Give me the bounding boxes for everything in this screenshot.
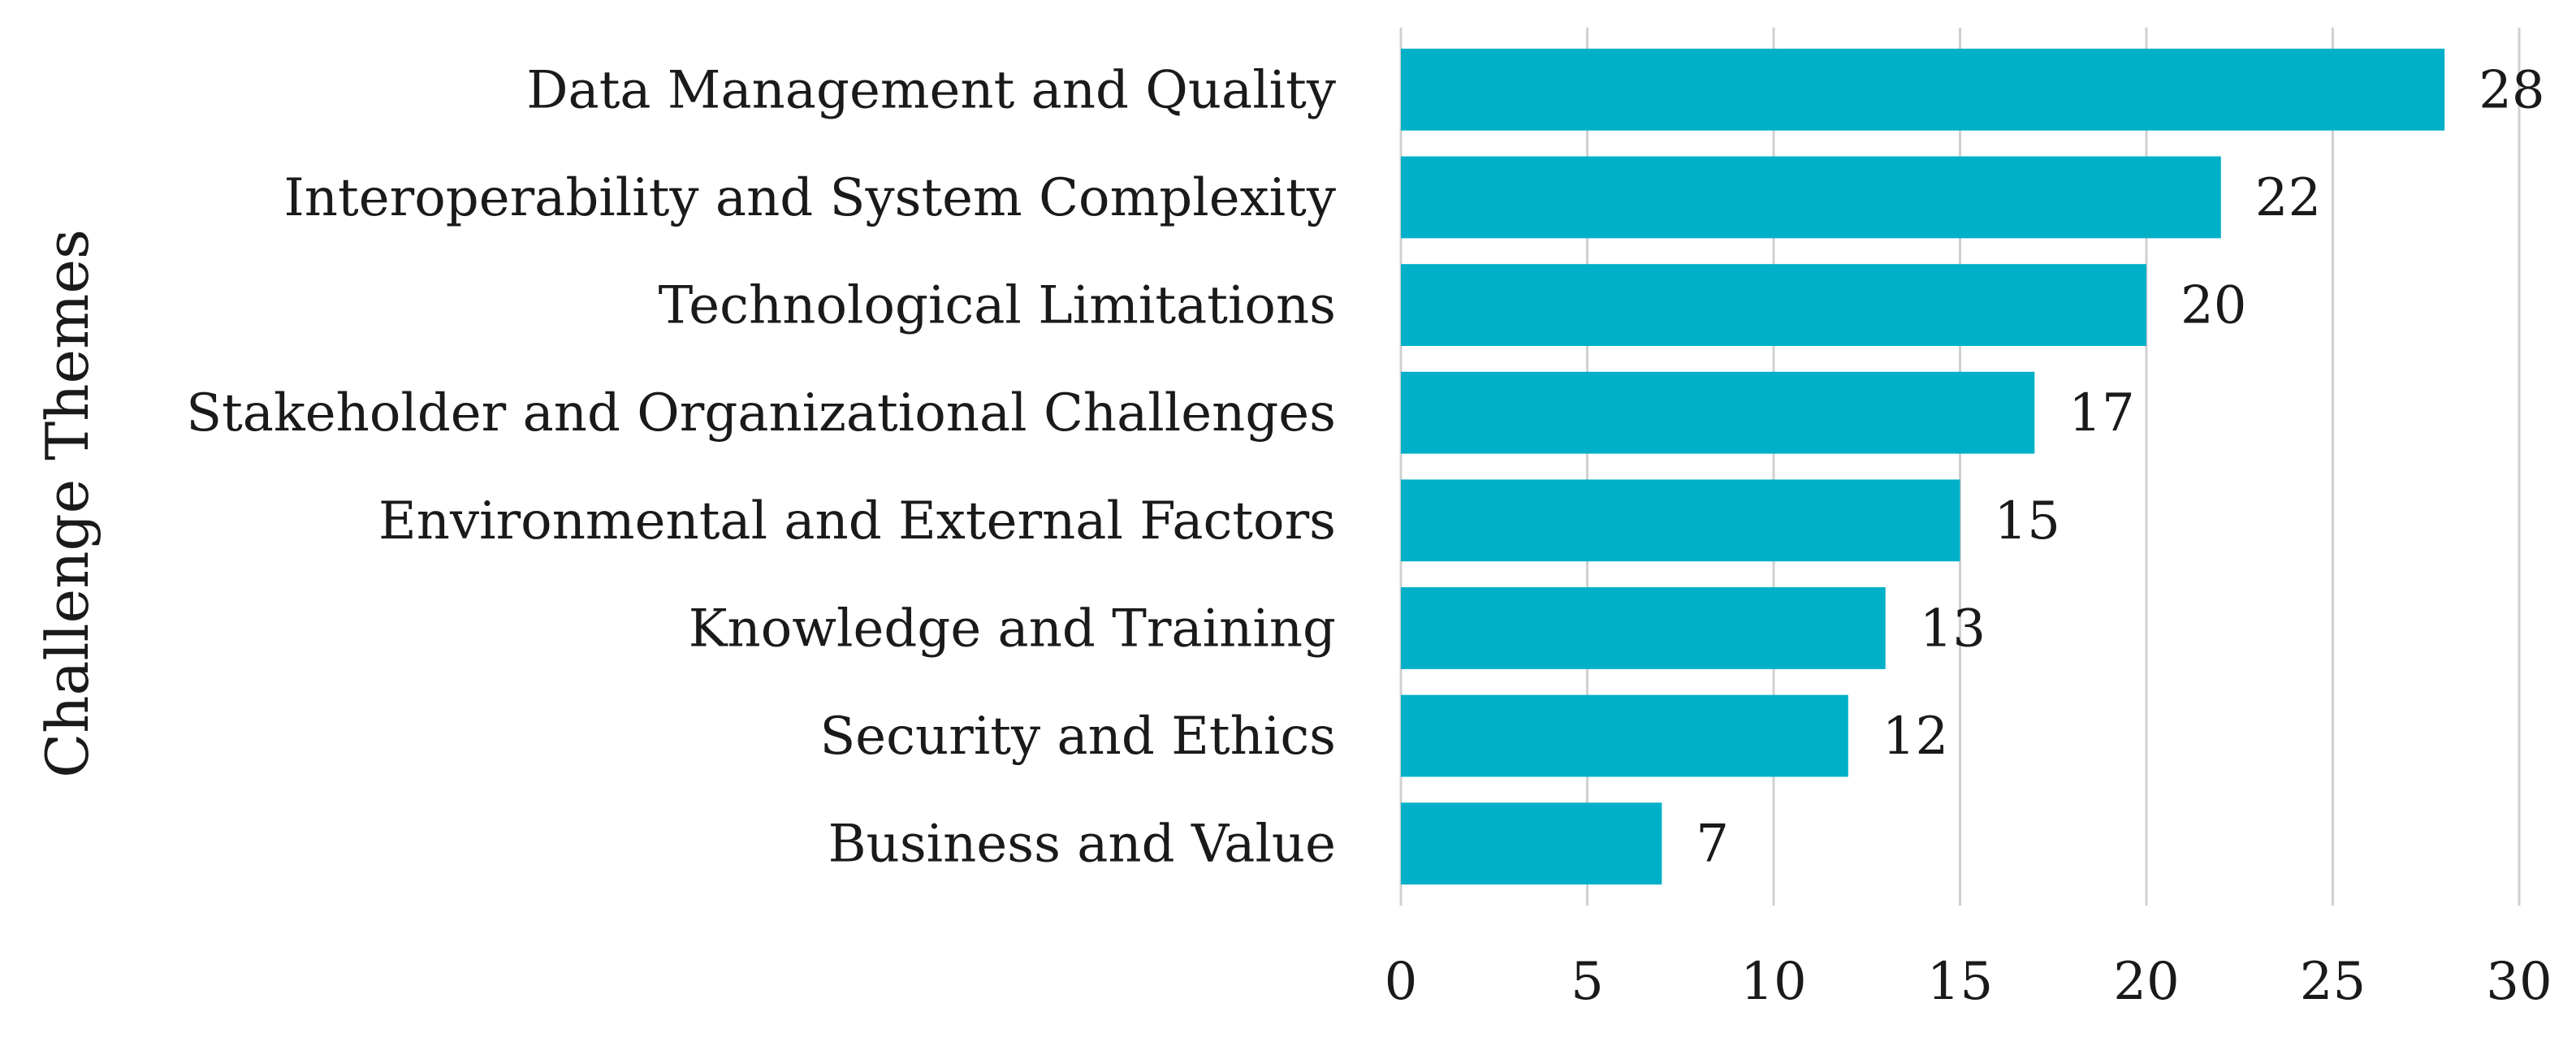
category-label: Technological Limitations	[659, 276, 1336, 336]
x-tick-label: 15	[1927, 952, 1993, 1012]
y-axis-title: Challenge Themes	[33, 229, 102, 778]
x-tick-label: 0	[1385, 952, 1418, 1012]
data-label: 22	[2255, 168, 2321, 228]
data-label: 20	[2181, 276, 2246, 336]
bars	[1401, 48, 2445, 885]
bar	[1401, 479, 1960, 562]
data-label: 28	[2479, 60, 2544, 120]
category-label: Business and Value	[828, 815, 1336, 875]
x-tick-label: 10	[1740, 952, 1806, 1012]
bar	[1401, 156, 2221, 239]
x-axis-ticks: 0 5 10 15 20 25 30	[1385, 952, 2552, 1012]
data-label: 7	[1696, 815, 1729, 875]
category-label: Environmental and External Factors	[378, 491, 1336, 551]
x-tick-label: 30	[2486, 952, 2552, 1012]
category-label: Interoperability and System Complexity	[284, 168, 1337, 228]
category-label: Stakeholder and Organizational Challenge…	[186, 383, 1336, 443]
data-label: 17	[2068, 383, 2134, 443]
x-tick-label: 5	[1571, 952, 1604, 1012]
bar	[1401, 802, 1662, 885]
x-tick-label: 20	[2113, 952, 2179, 1012]
bar	[1401, 694, 1848, 777]
bar	[1401, 371, 2035, 454]
data-label: 12	[1882, 707, 1948, 767]
bar	[1401, 587, 1886, 669]
data-label: 15	[1995, 491, 2060, 551]
bar	[1401, 264, 2146, 346]
category-label: Data Management and Quality	[526, 60, 1336, 120]
category-label: Knowledge and Training	[689, 599, 1336, 659]
category-labels: Data Management and Quality Interoperabil…	[186, 60, 1336, 874]
data-label: 13	[1920, 599, 1986, 659]
bar	[1401, 48, 2445, 131]
x-tick-label: 25	[2300, 952, 2366, 1012]
category-label: Security and Ethics	[819, 707, 1336, 767]
